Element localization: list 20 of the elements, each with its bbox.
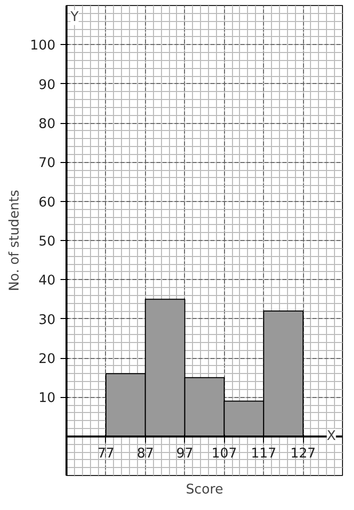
y-tick-label: 30: [38, 312, 56, 328]
y-tick-label: 90: [38, 78, 56, 93]
y-axis-title: No. of students: [8, 190, 22, 292]
x-tick-label: 117: [250, 446, 276, 462]
x-tick-label: 77: [97, 446, 114, 462]
y-tick-label: 70: [38, 156, 56, 172]
y-tick-label: 40: [38, 274, 56, 289]
x-tick-label: 107: [211, 446, 237, 462]
y-tick-label: 50: [38, 234, 56, 250]
y-tick-label: 10: [38, 391, 56, 406]
y-tick-label: 100: [30, 38, 56, 54]
y-tick-label: 20: [38, 352, 56, 367]
x-axis-title: Score: [186, 482, 224, 498]
x-tick-label: 87: [136, 446, 154, 462]
y-tick-label: 80: [38, 117, 56, 132]
x-tick-label: 127: [290, 446, 316, 462]
annotation: X: [326, 428, 336, 444]
x-tick-label: 97: [176, 446, 194, 462]
y-tick-label: 60: [38, 195, 56, 210]
annotation: Y: [70, 10, 80, 26]
